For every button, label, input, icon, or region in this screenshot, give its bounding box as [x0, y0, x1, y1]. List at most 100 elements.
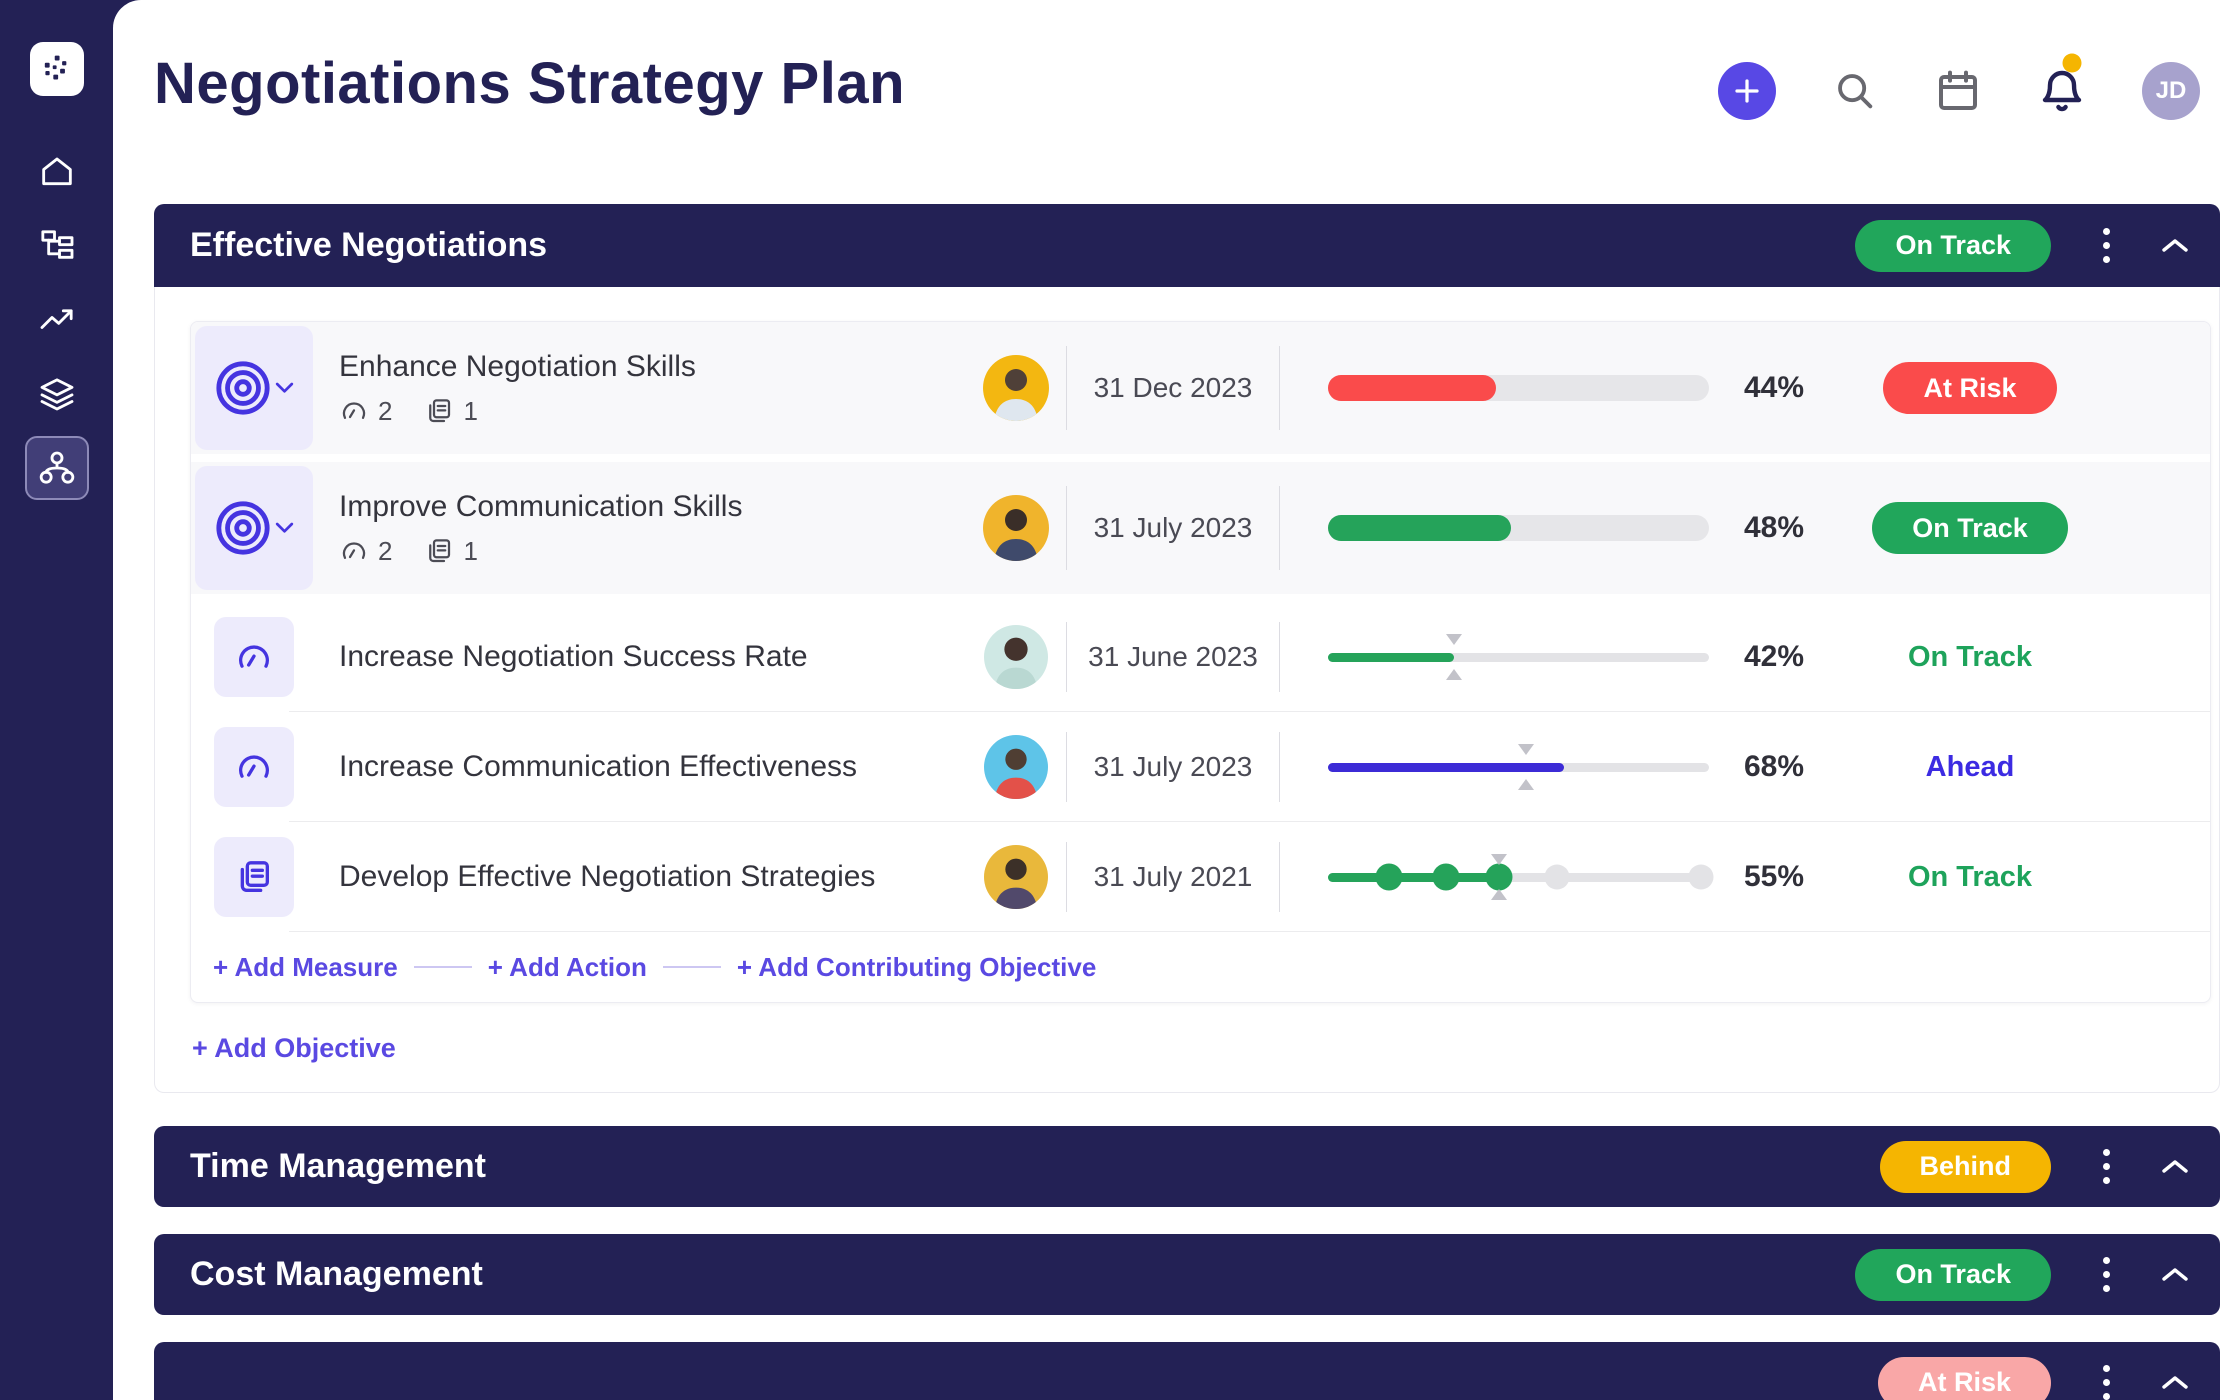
due-date: 31 Dec 2023 [1066, 322, 1280, 454]
search-button[interactable] [1832, 68, 1878, 114]
chevron-up-icon [2162, 1375, 2188, 1389]
add-button[interactable] [1718, 62, 1776, 120]
add-action-link[interactable]: + Add Action [487, 951, 647, 982]
measure-row[interactable]: Increase Negotiation Success Rate 31 Jun… [191, 602, 2210, 712]
kebab-menu-button[interactable] [2099, 1361, 2114, 1400]
expected-marker[interactable] [1445, 634, 1463, 680]
connector-line [662, 966, 721, 968]
target-icon [216, 361, 270, 415]
home-icon [41, 157, 72, 186]
add-objective-link[interactable]: + Add Objective [192, 1033, 396, 1063]
kebab-menu-button[interactable] [2099, 1253, 2114, 1296]
actions-count: 1 [463, 395, 478, 426]
owner-avatar[interactable] [983, 495, 1049, 561]
search-icon [1838, 74, 1873, 109]
owner-avatar[interactable] [984, 625, 1048, 689]
expected-marker[interactable] [1517, 744, 1535, 790]
milestone-dot-pending[interactable] [1688, 864, 1714, 890]
milestone-dot-done[interactable] [1375, 863, 1403, 891]
expand-button[interactable] [2160, 1373, 2190, 1393]
objective-row[interactable]: Enhance Negotiation Skills 2 1 31 Dec 20… [191, 322, 2210, 454]
due-date: 31 July 2021 [1066, 822, 1280, 932]
connector-line [413, 966, 472, 968]
measure-icon-block[interactable] [214, 617, 294, 697]
logo-dots-icon [44, 55, 66, 80]
status-badge[interactable]: At Risk [1877, 1356, 2051, 1400]
user-avatar[interactable]: JD [2142, 62, 2200, 120]
action-title[interactable]: Develop Effective Negotiation Strategies [339, 860, 876, 893]
person-photo [994, 748, 1038, 799]
tree-hierarchy-icon [40, 230, 73, 259]
expected-marker[interactable] [1490, 854, 1508, 900]
status-badge[interactable]: Behind [1879, 1140, 2051, 1193]
status-text: On Track [1907, 860, 2033, 893]
add-measure-link[interactable]: + Add Measure [213, 951, 398, 982]
actions-count: 1 [463, 535, 478, 566]
gauge-icon [342, 542, 366, 559]
status-badge[interactable]: On Track [1855, 219, 2051, 272]
section-body: Enhance Negotiation Skills 2 1 31 Dec 20… [154, 287, 2220, 1093]
progress-percent: 42% [1744, 640, 1805, 673]
section-title: Time Management [190, 1147, 487, 1185]
notifications-button[interactable] [2038, 53, 2086, 115]
person-photo [994, 369, 1038, 421]
owner-avatar[interactable] [984, 845, 1048, 909]
measure-row[interactable]: Increase Communication Effectiveness 31 … [191, 712, 2210, 822]
objective-title[interactable]: Enhance Negotiation Skills [339, 349, 696, 383]
section-bar-partial[interactable]: At Risk [154, 1342, 2220, 1400]
sidebar-item-home[interactable] [25, 140, 89, 204]
status-badge[interactable]: On Track [1855, 1248, 2051, 1301]
progress-slider[interactable] [1280, 744, 1710, 790]
chevron-up-icon [2162, 1267, 2188, 1281]
kebab-menu-button[interactable] [2099, 1145, 2114, 1188]
add-contributing-objective-link[interactable]: + Add Contributing Objective [736, 951, 1097, 982]
status-badge[interactable]: At Risk [1883, 362, 2057, 414]
milestone-dot-done[interactable] [1432, 863, 1460, 891]
measures-count: 2 [378, 395, 393, 426]
status-badge[interactable]: On Track [1872, 502, 2068, 554]
app-logo[interactable] [29, 42, 84, 96]
section-header[interactable]: Effective Negotiations On Track [154, 204, 2220, 287]
owner-avatar[interactable] [983, 355, 1049, 421]
status-text: Ahead [1925, 750, 2015, 783]
sidebar-item-plans[interactable] [25, 214, 89, 278]
sidebar-item-layers[interactable] [25, 362, 89, 426]
expand-button[interactable] [2160, 1265, 2190, 1285]
progress-fill [1328, 515, 1511, 541]
calendar-icon [1939, 70, 1977, 110]
gauge-icon [342, 402, 366, 419]
section-bar-cost-management[interactable]: Cost Management On Track [154, 1234, 2220, 1315]
chevron-up-icon [2162, 238, 2188, 252]
progress-slider[interactable] [1280, 634, 1710, 680]
objective-title[interactable]: Improve Communication Skills [339, 489, 743, 523]
calendar-button[interactable] [1934, 67, 1982, 115]
collapse-button[interactable] [2160, 236, 2190, 256]
owner-avatar[interactable] [984, 735, 1048, 799]
gauge-icon [239, 645, 269, 668]
objective-row[interactable]: Improve Communication Skills 2 1 31 July… [191, 462, 2210, 594]
milestone-dot-pending[interactable] [1544, 864, 1570, 890]
measure-title[interactable]: Increase Communication Effectiveness [339, 750, 858, 783]
milestone-bar[interactable] [1280, 854, 1714, 900]
objective-expand-toggle[interactable] [195, 326, 313, 450]
section-card-effective-negotiations: Effective Negotiations On Track Enhance … [154, 204, 2220, 1093]
kebab-menu-button[interactable] [2099, 224, 2114, 267]
due-date: 31 June 2023 [1066, 602, 1280, 712]
progress-percent: 48% [1744, 511, 1805, 544]
action-icon-block[interactable] [214, 837, 294, 917]
expand-button[interactable] [2160, 1157, 2190, 1177]
objective-card: Enhance Negotiation Skills 2 1 31 Dec 20… [190, 321, 2211, 1003]
objective-expand-toggle[interactable] [195, 466, 313, 590]
measure-icon-block[interactable] [214, 727, 294, 807]
page-header: Negotiations Strategy Plan JD [113, 0, 2230, 120]
main-panel: Negotiations Strategy Plan JD Effective … [113, 0, 2230, 1400]
action-row[interactable]: Develop Effective Negotiation Strategies… [191, 822, 2210, 932]
sidebar-item-trends[interactable] [25, 288, 89, 352]
section-title: Effective Negotiations [190, 226, 548, 264]
section-bar-time-management[interactable]: Time Management Behind [154, 1126, 2220, 1207]
milestone-dot-done[interactable] [1485, 863, 1513, 891]
gauge-icon [239, 755, 269, 778]
measure-title[interactable]: Increase Negotiation Success Rate [339, 640, 808, 673]
add-links-row: + Add Measure + Add Action + Add Contrib… [191, 932, 2210, 1002]
sidebar-item-strategy-map[interactable] [24, 436, 89, 500]
